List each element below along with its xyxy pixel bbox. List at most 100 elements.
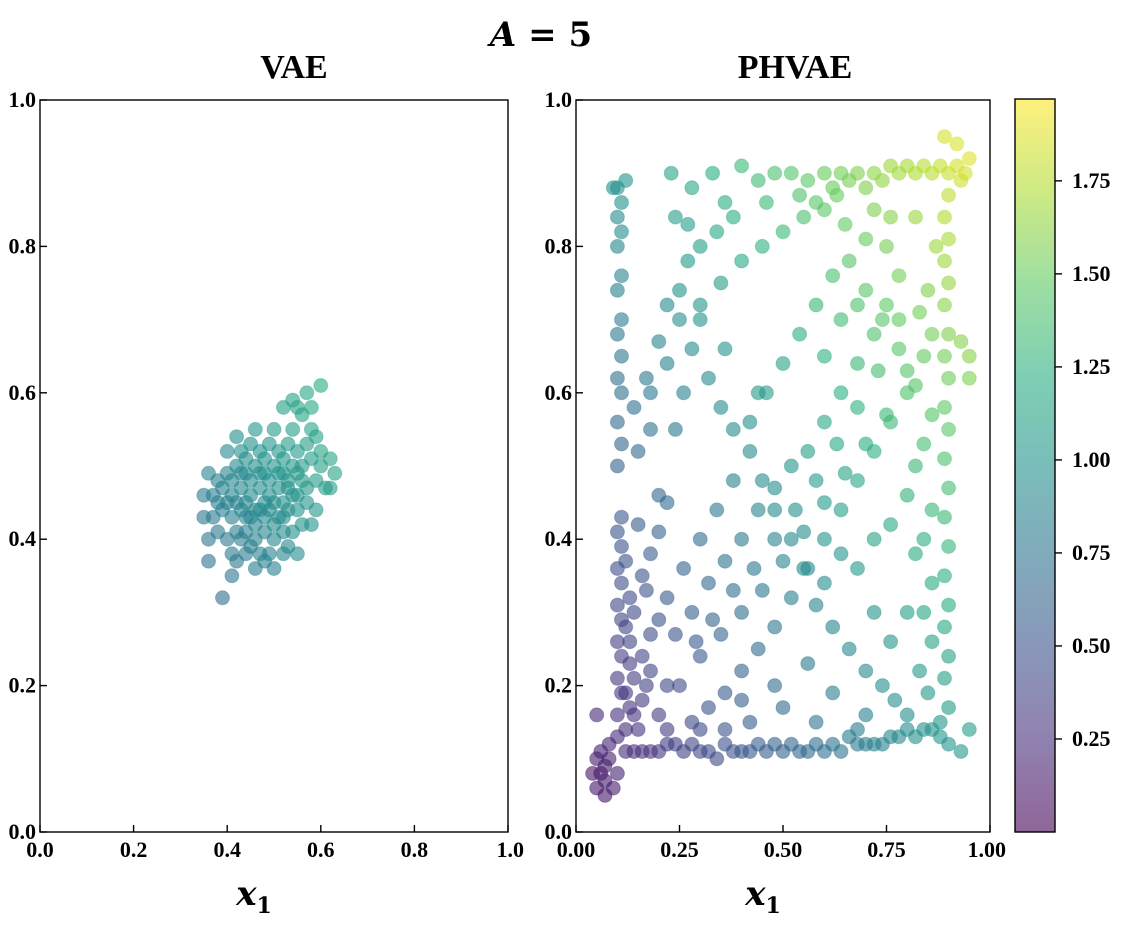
x-tick-label: 0.50	[764, 837, 803, 862]
scatter-point	[709, 751, 725, 767]
y-tick-label: 0.4	[9, 526, 37, 551]
colorbar-tick-label: 0.50	[1072, 633, 1111, 658]
scatter-point	[327, 465, 343, 481]
scatter-point	[775, 356, 791, 371]
y-tick-label: 0.8	[9, 233, 37, 258]
scatter-point	[243, 436, 259, 452]
y-tick-label: 1.0	[9, 87, 37, 112]
scatter-point	[924, 575, 940, 591]
scatter-point	[808, 195, 824, 210]
scatter-point	[634, 568, 650, 584]
scatter-point	[850, 165, 865, 181]
scatter-point	[825, 619, 841, 635]
scatter-point	[313, 458, 329, 474]
scatter-point	[659, 678, 675, 694]
scatter-point	[609, 326, 625, 342]
scatter-point	[953, 173, 969, 188]
scatter-point	[816, 495, 832, 511]
scatter-point	[750, 641, 766, 657]
scatter-point	[783, 590, 799, 606]
scatter-point	[614, 509, 629, 525]
scatter-point	[734, 253, 750, 269]
scatter-point	[767, 480, 783, 496]
scatter-point	[891, 341, 907, 357]
scatter-point	[833, 502, 849, 518]
scatter-point	[924, 326, 940, 342]
scatter-point	[941, 700, 957, 716]
scatter-point	[257, 451, 273, 467]
scatter-point	[609, 707, 625, 723]
scatter-point	[833, 744, 849, 759]
scatter-point	[850, 722, 865, 737]
scatter-point	[937, 209, 952, 225]
scatter-point	[787, 502, 803, 518]
y-tick-label: 0.6	[9, 380, 37, 405]
scatter-point	[201, 553, 216, 569]
x-tick-label: 1.00	[968, 837, 1007, 862]
scatter-point	[622, 590, 638, 606]
vae-panel: VAE 0.0 0.2 0.4 0.6 0.8 1.0 0.0 0.2 0.4 0.6 0.8 1.0 x…	[9, 49, 525, 919]
scatter-point	[937, 568, 952, 584]
scatter-point	[626, 399, 642, 415]
scatter-point	[908, 209, 923, 225]
scatter-point	[874, 312, 890, 328]
scatter-point	[684, 604, 700, 620]
scatter-point	[289, 502, 305, 518]
scatter-point	[626, 604, 642, 620]
scatter-point	[928, 238, 944, 254]
scatter-point	[229, 429, 245, 445]
scatter-point	[912, 663, 928, 679]
scatter-point	[841, 641, 857, 657]
scatter-point	[705, 612, 721, 628]
scatter-point	[676, 561, 692, 576]
scatter-point	[858, 282, 874, 298]
scatter-point	[825, 685, 841, 701]
y-tick-label: 0.0	[9, 819, 37, 844]
scatter-point	[949, 136, 965, 152]
scatter-point	[912, 304, 928, 320]
scatter-point	[941, 539, 957, 554]
scatter-point	[210, 473, 226, 489]
scatter-point	[717, 341, 733, 357]
scatter-point	[808, 597, 824, 613]
scatter-point	[266, 517, 282, 533]
scatter-point	[609, 524, 625, 540]
scatter-point	[614, 539, 629, 554]
scatter-point	[792, 187, 808, 203]
scatter-point	[937, 509, 952, 525]
scatter-point	[630, 517, 646, 533]
scatter-point	[609, 765, 625, 781]
scatter-point	[742, 414, 758, 430]
scatter-point	[701, 575, 716, 591]
y-tick-label: 0.6	[545, 380, 573, 405]
scatter-point	[725, 209, 741, 225]
scatter-point	[808, 473, 824, 489]
scatter-point	[758, 195, 774, 210]
scatter-point	[667, 421, 683, 437]
scatter-point	[783, 531, 799, 547]
scatter-point	[261, 436, 277, 452]
panel-title: VAE	[260, 49, 327, 86]
scatter-point	[638, 370, 654, 386]
scatter-point	[941, 370, 957, 386]
scatter-point	[643, 546, 658, 562]
scatter-point	[841, 253, 857, 269]
scatter-point	[734, 158, 750, 174]
scatter-point	[275, 451, 291, 467]
scatter-point	[953, 744, 969, 759]
scatter-point	[775, 553, 791, 569]
scatter-point	[825, 268, 841, 284]
scatter-point	[941, 421, 957, 437]
scatter-point	[717, 685, 733, 701]
scatter-point	[308, 502, 324, 518]
x-tick-label: 0.0	[26, 837, 54, 862]
scatter-point	[937, 297, 952, 313]
scatter-point	[614, 268, 629, 284]
scatter-point	[692, 312, 708, 328]
scatter-point	[609, 597, 625, 613]
y-tick-label: 1.0	[545, 87, 573, 112]
scatter-point	[663, 165, 679, 181]
suptitle-value: = 5	[516, 15, 592, 55]
scatter-point	[870, 363, 886, 379]
scatter-point	[775, 700, 791, 716]
